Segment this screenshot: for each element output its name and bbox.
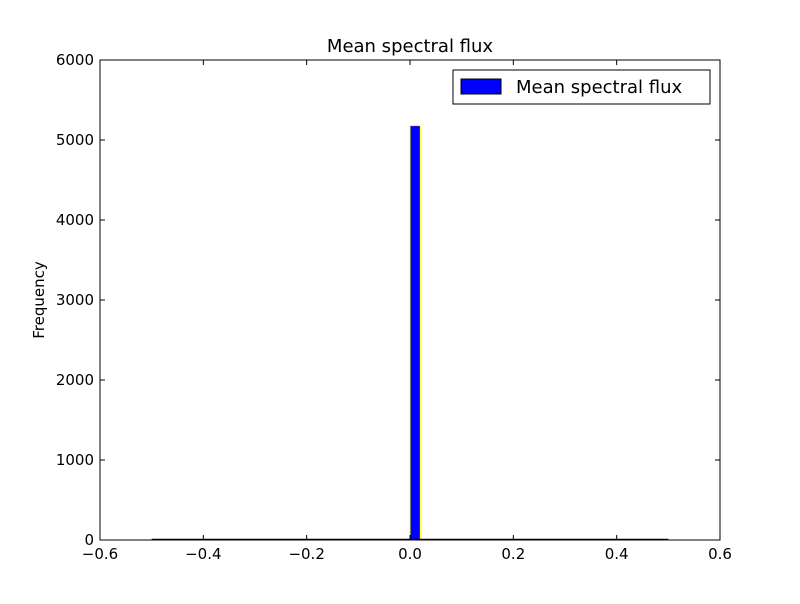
y-tick-label: 2000	[56, 371, 94, 389]
x-tick-label: −0.6	[82, 545, 118, 563]
y-tick-label: 6000	[56, 51, 94, 69]
legend: Mean spectral flux	[452, 69, 711, 105]
legend-label: Mean spectral flux	[516, 77, 682, 98]
x-tick-label: −0.4	[185, 545, 221, 563]
y-tick-label: 5000	[56, 131, 94, 149]
y-axis-label: Frequency	[30, 261, 48, 339]
x-tick-label: −0.2	[288, 545, 324, 563]
chart-title: Mean spectral flux	[327, 36, 493, 57]
x-tick-label: 0.0	[398, 545, 422, 563]
legend-swatch	[460, 78, 502, 95]
y-tick-label: 0	[84, 531, 94, 549]
y-tick-label: 4000	[56, 211, 94, 229]
x-tick-label: 0.6	[708, 545, 732, 563]
bars-layer	[151, 125, 669, 541]
ticks-layer: −0.6 −0.4 −0.2 0.0 0.2 0.4 0.6 0 1000 2000 3000 400…	[56, 51, 732, 563]
y-tick-label: 1000	[56, 451, 94, 469]
y-tick-label: 3000	[56, 291, 94, 309]
x-tick-label: 0.2	[501, 545, 525, 563]
x-tick-label: 0.4	[605, 545, 629, 563]
histogram-bar-0	[409, 125, 421, 541]
plot-area-frame	[99, 59, 721, 541]
